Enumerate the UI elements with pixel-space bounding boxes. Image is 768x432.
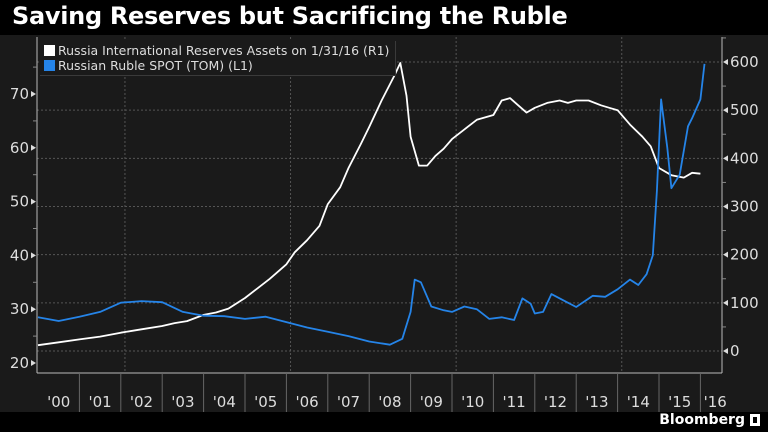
x-tick-label: '00 [47, 393, 70, 411]
right-tick-label: 600 [730, 53, 759, 71]
x-tick-label: '01 [88, 393, 111, 411]
right-tick-marker [723, 299, 728, 306]
x-tick-label: '16 [704, 393, 727, 411]
right-tick-label: 200 [730, 246, 759, 264]
brand-text: Bloomberg [659, 412, 745, 428]
legend-swatch-reserves [44, 45, 55, 56]
left-axis-ticks: 20 30 40 50 60 70 [10, 66, 37, 372]
bloomberg-logo: Bloomberg [659, 412, 760, 428]
reserves-line [37, 62, 701, 347]
gridlines [37, 37, 722, 373]
axis-frame [36, 37, 723, 374]
right-tick-marker [723, 107, 728, 114]
legend-swatch-ruble [44, 60, 55, 71]
x-tick-label: '12 [544, 393, 567, 411]
right-tick-marker [723, 155, 728, 162]
right-tick-label: 400 [730, 149, 759, 167]
left-tick-label: 60 [10, 139, 29, 157]
left-tick-label: 70 [10, 85, 29, 103]
left-tick-marker [31, 144, 36, 151]
right-tick-label: 100 [730, 294, 759, 312]
left-tick-label: 40 [10, 246, 29, 264]
right-tick-marker [723, 59, 728, 65]
left-tick-label: 20 [10, 354, 29, 372]
x-tick-label: '06 [295, 393, 318, 411]
legend-label-reserves: Russia International Reserves Assets on … [58, 43, 390, 58]
chart-title: Saving Reserves but Sacrificing the Rubl… [12, 2, 568, 30]
right-tick-label: 300 [730, 198, 759, 216]
x-tick-label: '05 [254, 393, 277, 411]
left-tick-marker [31, 252, 36, 259]
left-tick-marker [31, 360, 36, 366]
legend-label-ruble: Russian Ruble SPOT (TOM) (L1) [58, 58, 253, 73]
right-tick-marker [723, 251, 728, 258]
x-tick-label: '04 [213, 393, 236, 411]
x-tick-label: '15 [668, 393, 691, 411]
x-tick-label: '07 [337, 393, 360, 411]
ruble-line [37, 63, 706, 346]
right-tick-marker [723, 203, 728, 210]
left-tick-marker [31, 306, 36, 313]
left-tick-marker [31, 198, 36, 205]
right-axis-ticks: 0 100 200 300 400 500 600 [722, 37, 759, 360]
left-tick-label: 50 [10, 193, 29, 211]
x-axis-ticks: '00 '01 '02 '03 '04 '05 '06 '07 '08 '09 '10 '11 '12 '… [47, 373, 727, 412]
x-tick-label: '10 [461, 393, 484, 411]
right-tick-label: 0 [730, 342, 740, 360]
legend-item-ruble: Russian Ruble SPOT (TOM) (L1) [44, 58, 389, 73]
bloomberg-terminal-icon [750, 414, 760, 426]
x-tick-label: '13 [585, 393, 608, 411]
x-tick-label: '09 [420, 393, 443, 411]
right-tick-label: 500 [730, 101, 759, 119]
x-tick-label: '08 [378, 393, 401, 411]
x-tick-label: '11 [502, 393, 525, 411]
series-lines [37, 62, 706, 347]
right-tick-marker [723, 348, 728, 354]
x-tick-label: '14 [627, 393, 650, 411]
legend: Russia International Reserves Assets on … [40, 41, 397, 76]
x-tick-label: '02 [130, 393, 153, 411]
chart-panel [0, 35, 768, 412]
left-tick-marker [31, 91, 36, 97]
left-tick-label: 30 [10, 300, 29, 318]
x-tick-label: '03 [171, 393, 194, 411]
legend-item-reserves: Russia International Reserves Assets on … [44, 43, 389, 58]
